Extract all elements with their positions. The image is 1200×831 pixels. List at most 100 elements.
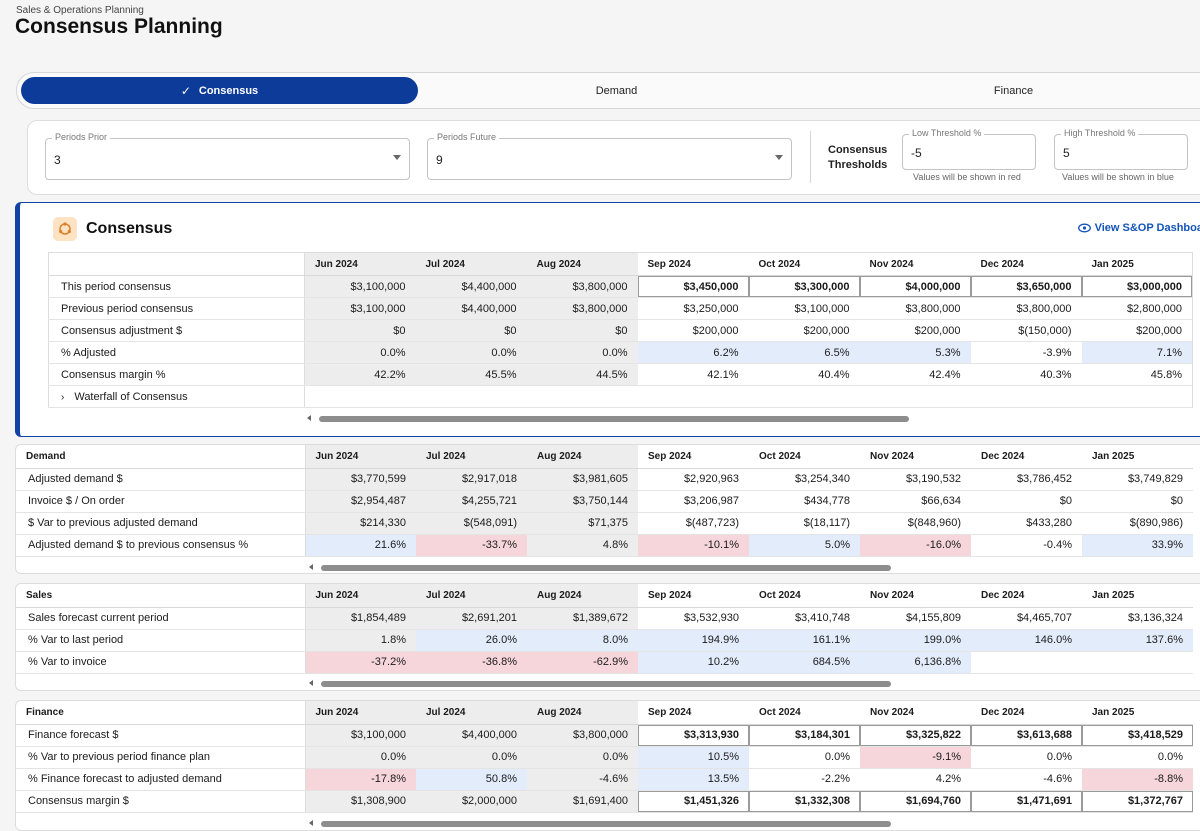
value-cell: $3,800,000: [970, 297, 1082, 320]
periods-future-value: 9: [436, 153, 443, 167]
value-cell: -10.1%: [638, 534, 749, 557]
value-cell[interactable]: $3,613,688: [971, 724, 1082, 747]
waterfall-expander[interactable]: › Waterfall of Consensus: [48, 385, 305, 408]
row-label: % Var to last period: [16, 629, 306, 652]
periods-future-select[interactable]: Periods Future 9: [427, 132, 792, 180]
value-cell: $3,800,000: [527, 724, 638, 747]
table-row: Consensus margin % 42.2% 45.5% 44.5% 42.1% 40…: [48, 363, 1193, 386]
month-header: Dec 2024: [971, 445, 1082, 469]
value-cell: $433,280: [971, 512, 1082, 535]
value-cell: $3,981,605: [527, 468, 638, 491]
value-cell: $200,000: [859, 319, 971, 342]
value-cell: $2,920,963: [638, 468, 749, 491]
value-cell: 161.1%: [749, 629, 860, 652]
value-cell: $4,400,000: [416, 724, 527, 747]
row-label: Sales forecast current period: [16, 607, 306, 630]
row-label: % Var to invoice: [16, 651, 306, 674]
thresholds-label-line: Consensus: [828, 144, 888, 156]
value-cell[interactable]: $3,313,930: [638, 724, 749, 747]
value-cell[interactable]: $3,325,822: [860, 724, 971, 747]
value-cell[interactable]: $3,650,000: [970, 275, 1082, 298]
finance-scrollbar[interactable]: [309, 818, 1200, 830]
breadcrumb: Sales & Operations Planning: [16, 5, 144, 16]
value-cell: 684.5%: [749, 651, 860, 674]
value-cell: -36.8%: [416, 651, 527, 674]
low-threshold-value: -5: [911, 146, 922, 160]
value-cell: $3,532,930: [638, 607, 749, 630]
row-label: Adjusted demand $ to previous consensus …: [16, 534, 306, 557]
value-cell: $3,206,987: [638, 490, 749, 513]
tab-demand[interactable]: Demand: [418, 77, 815, 104]
month-header: Aug 2024: [526, 252, 638, 276]
value-cell[interactable]: $1,451,326: [638, 790, 749, 813]
tab-consensus[interactable]: ✓ Consensus: [21, 77, 418, 104]
row-label: Finance forecast $: [16, 724, 306, 747]
value-cell: 0.0%: [416, 746, 527, 769]
value-cell: $3,190,532: [860, 468, 971, 491]
scroll-left-icon: [309, 680, 313, 686]
value-cell[interactable]: $3,418,529: [1082, 724, 1193, 747]
high-threshold-input[interactable]: High Threshold % 5: [1054, 128, 1188, 170]
value-cell[interactable]: $4,000,000: [859, 275, 971, 298]
value-cell: $0: [304, 319, 416, 342]
value-cell: 0.0%: [526, 341, 638, 364]
table-row: % Var to invoice -37.2% -36.8% -62.9% 10.2% 6…: [16, 651, 1193, 674]
value-cell: $2,691,201: [416, 607, 527, 630]
value-cell[interactable]: $3,300,000: [748, 275, 860, 298]
sales-scrollbar[interactable]: [309, 678, 1200, 690]
month-header: Oct 2024: [749, 445, 860, 469]
sales-table: Sales Jun 2024 Jul 2024 Aug 2024 Sep 2024 Oct…: [16, 584, 1193, 674]
value-cell: $1,854,489: [305, 607, 416, 630]
periods-prior-select[interactable]: Periods Prior 3: [45, 132, 410, 180]
tab-finance[interactable]: Finance: [815, 77, 1200, 104]
value-cell: -37.2%: [305, 651, 416, 674]
value-cell: $(848,960): [860, 512, 971, 535]
value-cell[interactable]: $3,000,000: [1081, 275, 1193, 298]
table-row: Adjusted demand $ $3,770,599 $2,917,018 $3,…: [16, 468, 1193, 491]
waterfall-row[interactable]: › Waterfall of Consensus: [48, 385, 1193, 408]
month-header: Nov 2024: [860, 584, 971, 608]
scroll-thumb[interactable]: [321, 565, 891, 571]
table-row: Finance forecast $ $3,100,000 $4,400,000 $3…: [16, 724, 1193, 747]
value-cell[interactable]: $1,471,691: [971, 790, 1082, 813]
value-cell[interactable]: $1,332,308: [749, 790, 860, 813]
value-cell: $3,786,452: [971, 468, 1082, 491]
high-threshold-label: High Threshold %: [1061, 128, 1139, 138]
low-threshold-input[interactable]: Low Threshold % -5: [902, 128, 1036, 170]
value-cell: 6.5%: [748, 341, 860, 364]
periods-future-label: Periods Future: [434, 132, 500, 142]
demand-scrollbar[interactable]: [309, 562, 1200, 574]
value-cell: 45.8%: [1081, 363, 1193, 386]
month-header: Dec 2024: [971, 701, 1082, 725]
value-cell[interactable]: $1,372,767: [1082, 790, 1193, 813]
value-cell[interactable]: $3,184,301: [749, 724, 860, 747]
value-cell: $3,100,000: [304, 297, 416, 320]
month-header: Jan 2025: [1081, 252, 1193, 276]
value-cell: 42.2%: [304, 363, 416, 386]
value-cell: 4.2%: [860, 768, 971, 791]
value-cell: 40.4%: [748, 363, 860, 386]
value-cell: $3,136,324: [1082, 607, 1193, 630]
table-row: This period consensus $3,100,000 $4,400,00…: [48, 275, 1193, 298]
value-cell: [1082, 651, 1193, 674]
value-cell: -3.9%: [970, 341, 1082, 364]
value-cell: $4,400,000: [415, 297, 527, 320]
value-cell: $3,800,000: [526, 297, 638, 320]
consensus-icon: [53, 217, 77, 241]
scroll-thumb[interactable]: [321, 821, 891, 827]
value-cell: 5.0%: [749, 534, 860, 557]
consensus-scrollbar[interactable]: [307, 413, 1200, 425]
scroll-thumb[interactable]: [321, 681, 891, 687]
value-cell[interactable]: $1,694,760: [860, 790, 971, 813]
month-header: Aug 2024: [527, 584, 638, 608]
month-header: Dec 2024: [971, 584, 1082, 608]
month-header: Jan 2025: [1082, 701, 1193, 725]
view-dashboard-link[interactable]: View S&OP Dashboard: [1077, 222, 1200, 234]
value-cell: $200,000: [748, 319, 860, 342]
scroll-left-icon: [309, 564, 313, 570]
value-cell: -17.8%: [305, 768, 416, 791]
month-header: Nov 2024: [859, 252, 971, 276]
row-label: Consensus adjustment $: [48, 319, 305, 342]
scroll-thumb[interactable]: [319, 416, 909, 422]
value-cell[interactable]: $3,450,000: [637, 275, 749, 298]
